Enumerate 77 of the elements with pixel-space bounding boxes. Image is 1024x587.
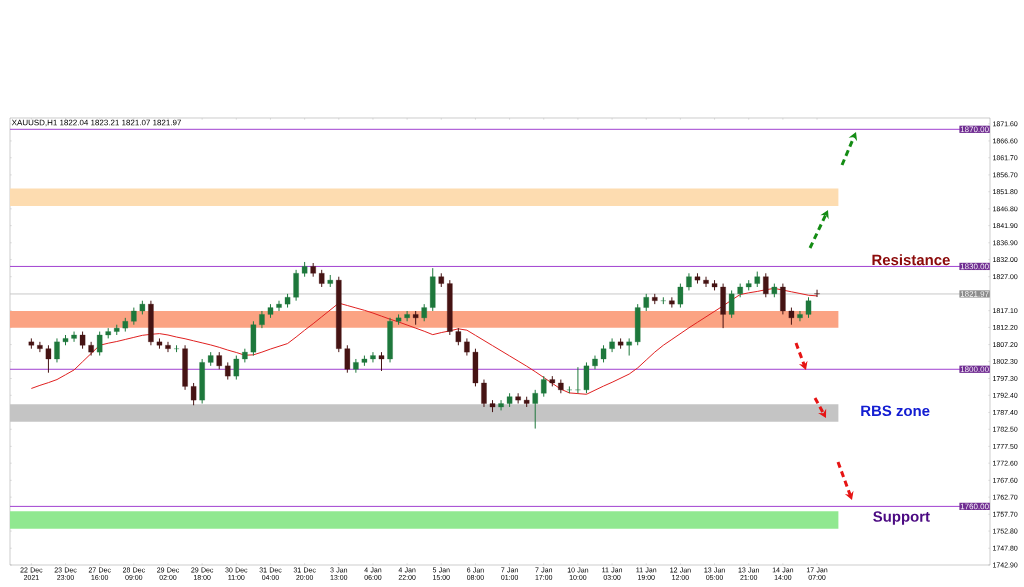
candlestick [412,310,419,326]
candlestick [523,396,530,408]
candlestick [472,348,479,387]
candlestick [276,300,282,312]
candlestick [746,279,752,291]
candlestick [199,358,205,405]
candlestick [131,307,137,326]
candlestick [703,276,709,288]
candlestick [506,392,513,408]
text: Support [873,511,930,525]
candlestick [600,344,607,363]
candlestick [583,361,590,394]
candlestick [669,296,675,309]
annotation: Resistance [872,254,950,266]
candlestick [788,307,795,326]
candlestick [301,261,308,278]
candlestick [28,337,35,350]
candlestick [310,262,316,278]
candlestick [378,351,385,372]
candlestick [438,272,444,288]
candlestick [267,303,274,319]
candlestick [216,351,222,370]
candlestick [626,337,632,357]
candlestick [711,279,718,291]
candlestick [575,366,581,394]
candlestick [79,331,86,350]
candlestick [814,289,820,298]
candlestick [225,361,231,381]
candlestick [105,327,111,339]
candlestick [327,274,333,288]
candlestick [336,276,342,353]
candlestick [455,327,462,346]
candlestick [96,331,103,357]
candlestick [284,293,291,309]
candlestick [763,272,769,298]
candlestick [652,293,658,305]
candlestick [430,267,436,312]
candlestick [754,271,760,288]
candlestick [541,375,547,398]
candlestick [805,296,812,319]
candlestick [395,313,402,326]
candlestick [660,296,667,305]
candlestick [344,344,351,374]
candlestick [114,324,120,336]
candlestick [643,293,649,312]
candlestick [250,320,257,357]
candlestick [489,399,496,413]
candlestick [207,351,214,367]
candlestick [737,283,743,298]
candlestick [617,337,624,350]
candlestick [370,351,376,363]
candlestick [558,379,564,394]
candlestick [549,375,556,387]
candlestick [771,283,778,298]
candlestick [694,272,701,285]
candlestick [242,348,248,363]
candlestick [566,385,573,394]
candlestick [677,283,684,309]
candlestick [45,344,52,374]
candlestick [447,279,453,336]
candlestick [634,303,641,346]
candlestick [361,355,368,367]
candlestick [728,289,735,319]
candlestick [532,389,538,430]
candlestick [156,337,163,350]
candlestick [515,392,521,405]
text: RBS zone [861,405,930,417]
candlestick [233,355,240,381]
candlestick [139,300,146,315]
candlestick [190,382,197,406]
candlestick [319,269,325,288]
candlestick [421,303,427,322]
candlestick [173,344,180,353]
candlestick [122,317,128,333]
candlestick [498,399,504,411]
candlestick [62,334,69,346]
candlestick [71,331,77,343]
